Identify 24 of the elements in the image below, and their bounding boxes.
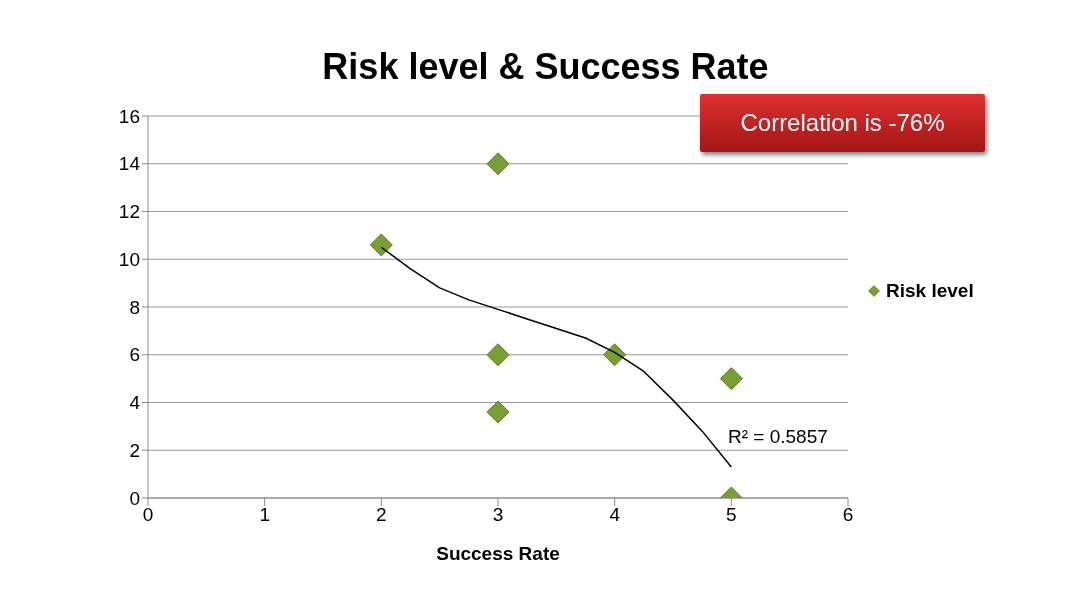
x-tick-label: 3 (492, 504, 504, 526)
x-tick-label: 6 (842, 504, 854, 526)
annotation: R² = 0.5857 (726, 426, 830, 448)
y-tick-label: 2 (129, 439, 140, 461)
point (486, 343, 510, 367)
y-tick-label: 10 (118, 248, 140, 270)
point (369, 233, 393, 257)
x-tick-label: 5 (726, 504, 737, 526)
chart-title: Risk level & Success Rate (321, 46, 770, 88)
legend-label: Risk level (886, 280, 974, 302)
x-tick-label: 2 (376, 504, 387, 526)
x-axis-title: Success Rate (436, 543, 560, 564)
y-tick-label: 8 (129, 296, 140, 318)
point (719, 367, 743, 391)
y-tick-label: 16 (118, 105, 140, 127)
y-tick-label: 12 (118, 201, 140, 223)
x-tick-label: 4 (609, 504, 621, 526)
point (486, 152, 510, 176)
y-tick-label: 0 (129, 487, 140, 509)
y-tick-label: 6 (129, 344, 140, 366)
y-tick-label: 14 (118, 153, 141, 175)
x-tick-label: 1 (259, 504, 270, 526)
point (486, 400, 510, 424)
y-tick-label: 4 (129, 392, 141, 414)
